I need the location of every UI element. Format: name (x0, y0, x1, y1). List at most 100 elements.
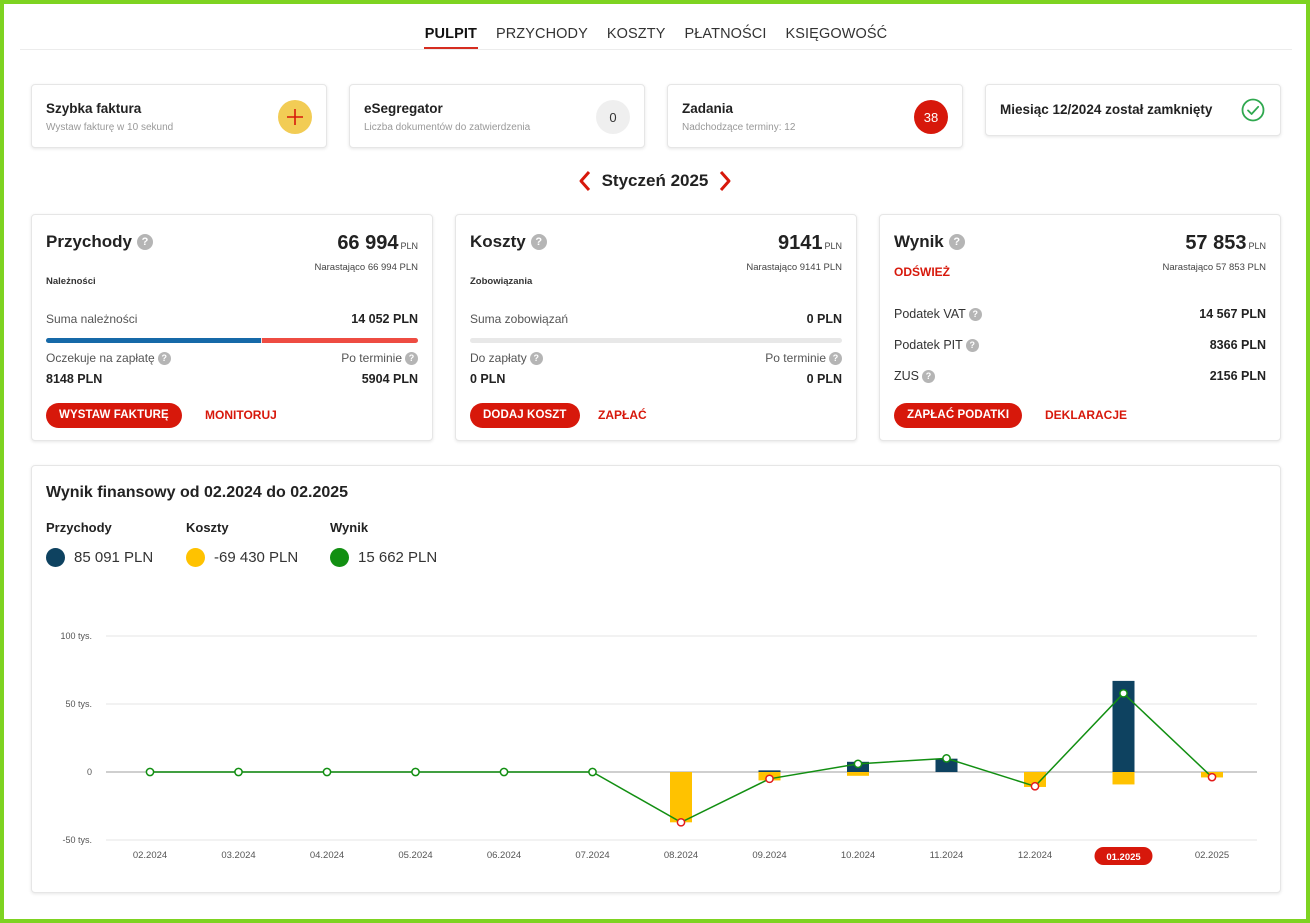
costs-title-text: Koszty (470, 232, 526, 251)
chevron-left-icon[interactable] (576, 169, 594, 193)
revenue-card: Przychody ? 66 994 PLN Narastająco 66 994… (31, 214, 433, 441)
tasks-card[interactable]: Zadania Nadchodzące terminy: 12 38 (667, 84, 963, 148)
overdue-label: Po terminie? (341, 351, 418, 365)
help-icon[interactable]: ? (922, 369, 935, 383)
liabilities-labels-row: Do zapłaty? Po terminie? (470, 351, 842, 365)
revenue-amount-value: 66 994 (337, 232, 399, 254)
x-tick-label: 03.2024 (221, 850, 255, 861)
help-icon[interactable]: ? (968, 307, 982, 321)
zus-row: ZUS? 2156 PLN (894, 369, 1266, 383)
chevron-right-icon[interactable] (716, 169, 734, 193)
pay-link[interactable]: ZAPŁAĆ (598, 408, 647, 422)
esegregator-card[interactable]: eSegregator Liczba dokumentów do zatwier… (349, 84, 645, 148)
legend-costs: Koszty -69 430 PLN (186, 520, 298, 567)
refresh-link[interactable]: ODŚWIEŻ (894, 265, 950, 279)
waiting-value: 8148 PLN (46, 372, 103, 386)
issue-invoice-button[interactable]: WYSTAW FAKTURĘ (46, 403, 182, 428)
costs-card: Koszty ? 9141 PLN Narastająco 9141 PLN Zo… (455, 214, 857, 441)
cost-bar (1112, 772, 1135, 785)
liabilities-sum-value: 0 PLN (806, 312, 842, 326)
receivables-values-row: 8148 PLN 5904 PLN (46, 372, 418, 386)
cost-bar (847, 772, 869, 776)
receivables-overdue-fill (262, 338, 418, 343)
vat-value: 14 567 PLN (1199, 307, 1266, 321)
x-tick-label: 06.2024 (487, 850, 521, 861)
pay-taxes-button[interactable]: ZAPŁAĆ PODATKI (894, 403, 1023, 428)
x-tick-label: 04.2024 (310, 850, 344, 861)
legend-result-label: Wynik (330, 520, 369, 535)
overdue-label-text: Po terminie (341, 351, 402, 365)
waiting-label: Oczekuje na zapłatę? (46, 351, 171, 365)
help-icon[interactable]: ? (948, 234, 965, 250)
legend-result-value-row: 15 662 PLN (330, 548, 437, 567)
vat-label: Podatek VAT? (894, 307, 982, 321)
zus-label: ZUS? (894, 369, 935, 383)
x-tick-label: 05.2024 (398, 850, 432, 861)
help-icon[interactable]: ? (529, 351, 543, 365)
legend-revenue-label: Przychody (46, 520, 112, 535)
help-icon[interactable]: ? (965, 338, 979, 352)
result-point (499, 767, 509, 777)
tasks-subtitle: Nadchodzące terminy: 12 (682, 122, 796, 133)
revenue-currency: PLN (400, 241, 418, 251)
help-icon[interactable]: ? (829, 351, 842, 365)
tab-koszty[interactable]: KOSZTY (606, 26, 666, 42)
legend-costs-label: Koszty (186, 520, 229, 535)
receivables-waiting-fill (46, 338, 262, 343)
costs-overdue-label-text: Po terminie (765, 351, 826, 365)
monitor-link[interactable]: MONITORUJ (205, 408, 277, 422)
legend-result-value: 15 662 PLN (358, 549, 438, 566)
result-title-text: Wynik (894, 232, 944, 251)
result-point (322, 767, 332, 777)
vat-row: Podatek VAT? 14 567 PLN (894, 307, 1266, 321)
tab-platnosci[interactable]: PŁATNOŚCI (684, 26, 767, 42)
legend-costs-value-row: -69 430 PLN (186, 548, 298, 567)
current-month-label: Styczeń 2025 (601, 171, 709, 190)
y-tick-label: 50 tys. (65, 699, 92, 709)
help-icon[interactable]: ? (405, 351, 418, 365)
result-cumulative: Narastająco 57 853 PLN (1162, 262, 1266, 273)
quick-invoice-card[interactable]: Szybka faktura Wystaw fakturę w 10 sekun… (31, 84, 327, 148)
due-label: Do zapłaty? (470, 351, 543, 365)
legend-costs-value: -69 430 PLN (214, 549, 299, 566)
financial-result-chart: 100 tys. 50 tys. 0 -50 tys. 02.2024 03.2024 04… (60, 631, 1257, 865)
zus-label-text: ZUS (894, 369, 919, 383)
receivables-labels-row: Oczekuje na zapłatę? Po terminie? (46, 351, 418, 365)
x-tick-label: 09.2024 (752, 850, 786, 861)
tab-ksiegowosc[interactable]: KSIĘGOWOŚĆ (785, 26, 888, 42)
costs-overdue-value: 0 PLN (806, 372, 842, 386)
x-tick-label: 02.2024 (133, 850, 167, 861)
result-point (676, 817, 686, 827)
quick-invoice-title: Szybka faktura (46, 101, 142, 116)
y-tick-label: 100 tys. (60, 631, 92, 641)
liabilities-values-row: 0 PLN 0 PLN (470, 372, 842, 386)
result-amount-value: 57 853 (1185, 232, 1247, 254)
zus-value: 2156 PLN (1209, 369, 1266, 383)
y-tick-label: -50 tys. (62, 835, 92, 845)
help-icon[interactable]: ? (136, 234, 153, 250)
tab-przychody[interactable]: PRZYCHODY (495, 26, 588, 42)
tab-pulpit[interactable]: PULPIT (423, 18, 478, 49)
x-tick-label: 02.2025 (1195, 850, 1229, 861)
help-icon[interactable]: ? (157, 351, 171, 365)
add-cost-button[interactable]: DODAJ KOSZT (470, 403, 580, 428)
help-icon[interactable]: ? (530, 234, 547, 250)
selected-month-pill (1094, 847, 1153, 865)
result-amount: 57 853 PLN (1185, 232, 1266, 255)
declarations-link[interactable]: DEKLARACJE (1045, 408, 1128, 422)
x-tick-label: 11.2024 (930, 850, 964, 861)
revenue-amount: 66 994 PLN (337, 232, 418, 255)
costs-amount-value: 9141 (777, 232, 823, 254)
cost-bar (670, 772, 692, 823)
month-closed-title: Miesiąc 12/2024 został zamknięty (1000, 102, 1213, 117)
legend-revenue-dot (46, 548, 65, 567)
revenue-bar (758, 770, 781, 772)
plus-icon[interactable] (278, 100, 312, 134)
esegregator-count-badge: 0 (596, 100, 630, 134)
liabilities-sum-label: Suma zobowiązań (470, 312, 569, 326)
receivables-sum-label: Suma należności (46, 312, 138, 326)
pit-label: Podatek PIT? (894, 338, 979, 352)
tasks-title: Zadania (682, 101, 734, 116)
legend-result: Wynik 15 662 PLN (330, 520, 437, 567)
costs-amount: 9141 PLN (778, 232, 842, 255)
